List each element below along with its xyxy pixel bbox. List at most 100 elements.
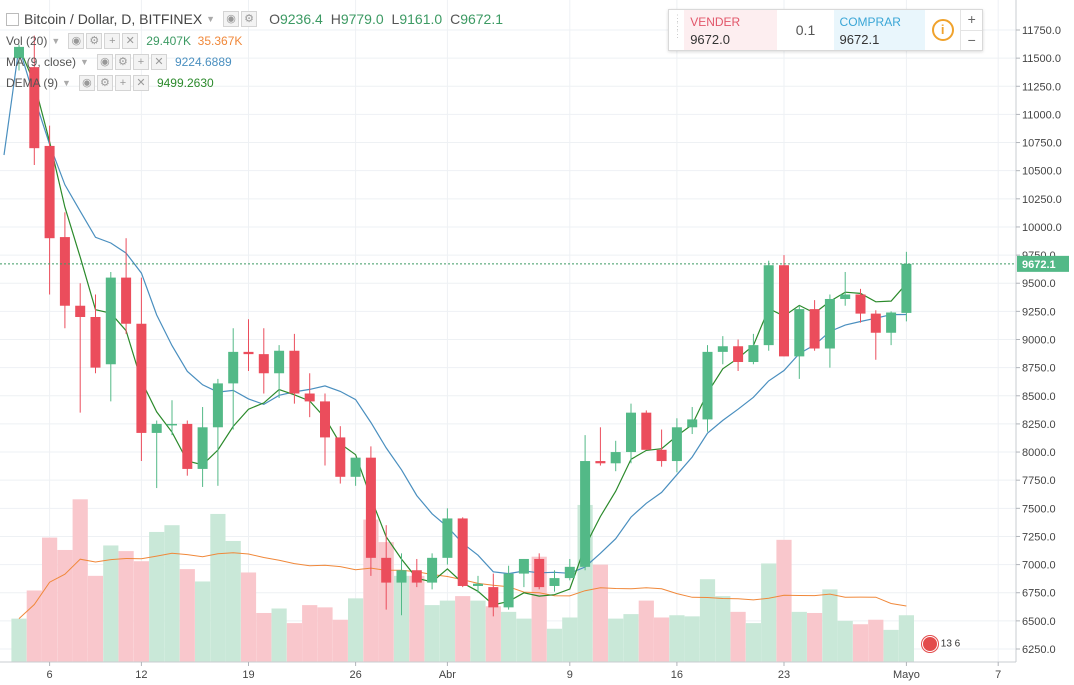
volume-bar: [424, 605, 440, 662]
candle: [14, 44, 24, 71]
candle-body: [748, 345, 759, 363]
quantity-field[interactable]: 0.1: [795, 22, 816, 38]
volume-bar: [455, 596, 471, 662]
volume-bar: [638, 600, 654, 662]
dema-indicator-row: DEMA (9) ▼ ◉ ⚙ + ✕ 9499.2630: [6, 72, 503, 93]
sell-button[interactable]: VENDER 9672.0: [684, 10, 778, 50]
candle: [717, 336, 728, 365]
candle: [151, 420, 162, 489]
chevron-down-icon[interactable]: ▼: [51, 35, 61, 46]
plus-icon[interactable]: +: [114, 74, 131, 91]
volume-bar: [195, 581, 211, 662]
plus-icon[interactable]: +: [132, 53, 149, 70]
candle: [794, 305, 805, 379]
close-icon[interactable]: ✕: [132, 74, 149, 91]
volume-bar: [837, 620, 853, 662]
buy-label: COMPRAR: [839, 15, 901, 29]
flag-icon: [922, 636, 938, 652]
gear-icon[interactable]: ⚙: [86, 32, 103, 49]
volume-bar: [715, 596, 731, 662]
candle: [121, 238, 132, 334]
gear-icon[interactable]: ⚙: [241, 11, 258, 27]
chevron-down-icon[interactable]: ▼: [206, 14, 216, 24]
time-tick-label: 26: [349, 669, 361, 681]
volume-bar: [852, 624, 869, 662]
increase-quantity-button[interactable]: +: [961, 10, 982, 31]
price-tick-label: 8000.0: [1022, 447, 1056, 459]
volume-bar: [256, 612, 272, 662]
candle: [289, 333, 300, 404]
chevron-down-icon[interactable]: ▼: [62, 77, 71, 88]
candle-body: [549, 578, 560, 586]
price-tick-label: 10500.0: [1022, 166, 1062, 178]
volume-bar: [898, 615, 914, 662]
volume-bar: [439, 600, 455, 662]
price-tick-label: 6500.0: [1022, 616, 1056, 628]
time-tick-label: Mayo: [893, 669, 920, 681]
eye-icon[interactable]: ◉: [96, 53, 113, 70]
events-badge[interactable]: 13 6: [922, 636, 960, 652]
candle: [595, 427, 606, 466]
chevron-down-icon[interactable]: ▼: [80, 56, 89, 67]
candle-body: [870, 313, 881, 333]
candle-body: [733, 346, 744, 363]
buy-button[interactable]: COMPRAR 9672.1: [833, 10, 925, 50]
candle: [258, 328, 269, 394]
eye-icon[interactable]: ◉: [78, 74, 95, 91]
volume-bar: [240, 572, 257, 662]
candle-body: [212, 383, 223, 428]
candle-body: [901, 263, 912, 313]
close-icon[interactable]: ✕: [122, 32, 139, 49]
candle-body: [779, 265, 789, 357]
close-icon[interactable]: ✕: [150, 53, 167, 70]
gear-icon[interactable]: ⚙: [114, 53, 131, 70]
time-axis-background: [0, 662, 1074, 685]
price-tick-label: 8750.0: [1022, 363, 1056, 375]
candle: [641, 410, 652, 450]
candle-body: [151, 423, 162, 433]
candle-body: [442, 518, 453, 558]
price-tick-label: 7750.0: [1022, 475, 1056, 487]
price-axis: 11750.0 11500.0 11250.0 11000.0 10750.0 10500…: [1015, 0, 1074, 685]
candle-body: [105, 277, 116, 365]
vol-label: Vol (20): [6, 33, 48, 48]
candle: [457, 517, 468, 588]
info-icon[interactable]: i: [931, 19, 954, 41]
dema-label: DEMA (9): [6, 75, 59, 90]
volume-bar: [730, 611, 746, 662]
price-tick-label: 6250.0: [1022, 644, 1056, 656]
candle-body: [473, 583, 483, 586]
volume-bar: [348, 598, 364, 662]
volume-bar: [501, 611, 517, 662]
dema-value: 9499.2630: [156, 75, 214, 90]
drag-handle-icon[interactable]: ⋮ ⋮ ⋮: [673, 13, 682, 39]
collapse-legend-button[interactable]: [6, 12, 19, 26]
volume-bar: [470, 600, 486, 662]
candle: [763, 260, 774, 351]
candle: [503, 565, 514, 610]
volume-bar: [42, 537, 58, 662]
eye-icon[interactable]: ◉: [68, 32, 85, 49]
candle-body: [167, 423, 177, 426]
chart-legend: Bitcoin / Dollar, D, BITFINEX ▼ ◉ ⚙ O923…: [6, 8, 503, 93]
candle: [396, 553, 407, 616]
last-price-label: 9672.1: [1022, 259, 1056, 271]
plus-icon[interactable]: +: [104, 32, 121, 49]
volume-bar: [745, 623, 761, 662]
candle-body: [488, 587, 499, 608]
volume-bar: [669, 615, 685, 662]
candle: [534, 553, 545, 590]
eye-icon[interactable]: ◉: [223, 11, 240, 27]
trade-panel: ⋮ ⋮ ⋮ VENDER 9672.0 0.1 COMPRAR 9672.1 i +…: [668, 9, 983, 51]
volume-bar: [210, 513, 226, 662]
candle-body: [320, 401, 330, 438]
time-tick-label: 6: [47, 669, 53, 681]
volume-bar: [654, 617, 670, 662]
decrease-quantity-button[interactable]: −: [967, 31, 976, 48]
candle-body: [809, 309, 820, 349]
gear-icon[interactable]: ⚙: [96, 74, 113, 91]
price-tick-label: 7500.0: [1022, 503, 1056, 515]
ma-value: 9224.6889: [174, 54, 232, 69]
candle: [549, 570, 560, 592]
